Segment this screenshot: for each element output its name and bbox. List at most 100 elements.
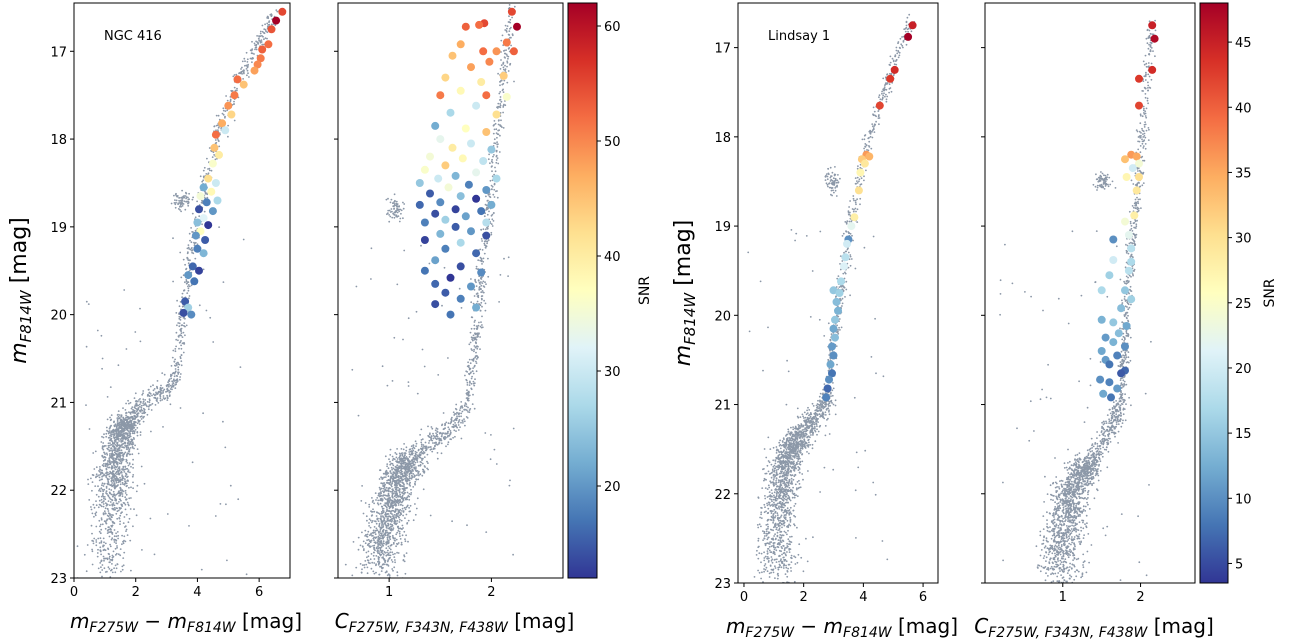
star-point bbox=[410, 492, 413, 494]
star-point bbox=[111, 433, 113, 436]
star-point bbox=[104, 445, 107, 447]
star-point bbox=[383, 476, 386, 479]
star-point bbox=[398, 470, 400, 473]
star-point bbox=[407, 540, 409, 543]
snr-point bbox=[441, 215, 450, 224]
star-point bbox=[505, 53, 508, 56]
star-point bbox=[127, 464, 130, 467]
star-point bbox=[113, 441, 116, 443]
star-point bbox=[495, 190, 497, 193]
star-point bbox=[384, 473, 386, 475]
star-point bbox=[372, 570, 375, 573]
star-point bbox=[438, 439, 441, 442]
star-point bbox=[506, 61, 509, 64]
star-point bbox=[111, 471, 114, 474]
snr-point bbox=[253, 60, 262, 69]
star-point bbox=[187, 285, 189, 288]
star-point bbox=[110, 414, 113, 416]
colorbar-tick-label: 20 bbox=[604, 480, 621, 495]
star-point bbox=[118, 492, 121, 495]
star-point bbox=[113, 477, 115, 479]
star-point bbox=[495, 159, 498, 161]
star-point bbox=[120, 491, 123, 494]
star-point bbox=[373, 551, 375, 554]
y-tick-label: 18 bbox=[50, 133, 67, 148]
star-point bbox=[475, 358, 478, 360]
star-point bbox=[470, 301, 473, 304]
star-point bbox=[115, 567, 118, 570]
star-point bbox=[771, 510, 774, 513]
star-point bbox=[91, 550, 94, 553]
star-point bbox=[208, 169, 211, 172]
star-point bbox=[398, 482, 400, 485]
star-point bbox=[506, 25, 509, 27]
star-point bbox=[386, 513, 389, 515]
star-point bbox=[420, 441, 423, 444]
star-point bbox=[407, 317, 410, 320]
star-point bbox=[453, 429, 456, 432]
star-point bbox=[502, 111, 504, 114]
star-point bbox=[468, 384, 471, 386]
star-point bbox=[109, 576, 112, 578]
star-point bbox=[166, 388, 169, 391]
snr-point bbox=[210, 143, 219, 152]
snr-point bbox=[492, 47, 501, 56]
star-point bbox=[400, 457, 403, 460]
star-point bbox=[222, 107, 225, 110]
star-point bbox=[401, 475, 403, 478]
star-point bbox=[142, 402, 145, 404]
star-point bbox=[214, 158, 217, 161]
star-point bbox=[115, 450, 118, 453]
star-point bbox=[187, 289, 190, 292]
snr-point bbox=[461, 124, 470, 133]
star-point bbox=[381, 530, 384, 533]
snr-points bbox=[415, 7, 521, 319]
star-point bbox=[412, 458, 415, 460]
star-point bbox=[115, 479, 118, 482]
star-point bbox=[441, 304, 443, 307]
star-point bbox=[109, 442, 111, 444]
star-point bbox=[242, 78, 245, 80]
star-point bbox=[386, 574, 389, 577]
star-point bbox=[430, 426, 433, 428]
star-point bbox=[444, 423, 447, 426]
star-point bbox=[116, 473, 118, 475]
star-point bbox=[93, 468, 96, 470]
star-point bbox=[369, 558, 372, 561]
star-point bbox=[187, 202, 189, 205]
star-point bbox=[177, 363, 180, 365]
snr-point bbox=[420, 236, 429, 244]
star-point bbox=[782, 534, 785, 537]
star-point bbox=[123, 435, 126, 437]
star-point bbox=[111, 482, 113, 484]
star-point bbox=[774, 516, 776, 519]
star-point bbox=[117, 534, 120, 537]
star-point bbox=[499, 103, 502, 105]
star-point bbox=[173, 380, 176, 382]
star-point bbox=[480, 291, 483, 294]
star-point bbox=[422, 451, 425, 453]
star-point bbox=[119, 494, 122, 496]
star-point bbox=[144, 399, 147, 401]
x-axis-label: CF275W, F343N, F438W [mag] bbox=[335, 609, 575, 636]
star-point bbox=[386, 581, 388, 583]
star-point bbox=[785, 560, 788, 563]
star-point bbox=[389, 490, 392, 493]
star-point bbox=[185, 280, 188, 283]
star-point bbox=[135, 490, 138, 493]
star-point bbox=[98, 499, 101, 502]
star-point bbox=[466, 409, 468, 412]
star-point bbox=[378, 552, 381, 555]
star-point bbox=[801, 460, 804, 463]
star-point bbox=[109, 455, 111, 458]
star-point bbox=[364, 542, 367, 545]
star-point bbox=[764, 563, 767, 565]
star-point bbox=[117, 537, 119, 540]
star-point bbox=[475, 342, 477, 345]
star-point bbox=[383, 542, 385, 545]
star-point bbox=[403, 555, 406, 558]
star-point bbox=[377, 545, 379, 548]
star-point bbox=[790, 554, 793, 557]
star-point bbox=[460, 307, 463, 309]
star-point bbox=[184, 195, 187, 197]
